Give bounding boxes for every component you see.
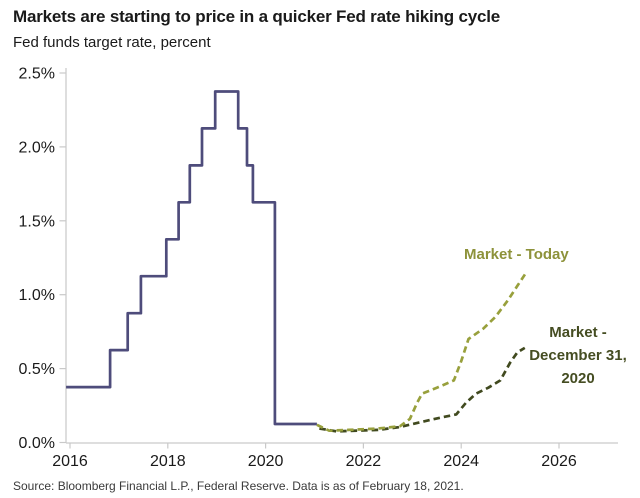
y-axis-tick-label: 2.0% xyxy=(19,139,55,156)
y-axis-tick-label: 0.5% xyxy=(19,361,55,378)
source-note: Source: Bloomberg Financial L.P., Federa… xyxy=(13,479,464,493)
y-axis-tick-label: 1.5% xyxy=(19,213,55,230)
series-historical-line xyxy=(66,90,317,426)
chart-title: Markets are starting to price in a quick… xyxy=(13,7,500,26)
chart-subtitle: Fed funds target rate, percent xyxy=(13,34,211,51)
legend-market-dec-2020-label: Market - December 31, 2020 xyxy=(529,324,627,387)
x-axis-tick-label: 2022 xyxy=(346,453,382,470)
x-axis-tick-label: 2026 xyxy=(541,453,577,470)
y-axis-tick-label: 2.5% xyxy=(19,66,55,83)
legend-market-today-label: Market - Today xyxy=(464,246,569,263)
x-axis-tick-label: 2020 xyxy=(248,453,284,470)
y-axis-tick-label: 1.0% xyxy=(19,287,55,304)
x-axis-tick-label: 2024 xyxy=(443,453,479,470)
series-market-dec-2020-line xyxy=(319,346,526,433)
series-market-today-line xyxy=(316,271,528,433)
x-axis-tick-label: 2018 xyxy=(150,453,186,470)
x-axis-tick-label: 2016 xyxy=(52,453,88,470)
y-axis-tick-label: 0.0% xyxy=(19,435,55,452)
